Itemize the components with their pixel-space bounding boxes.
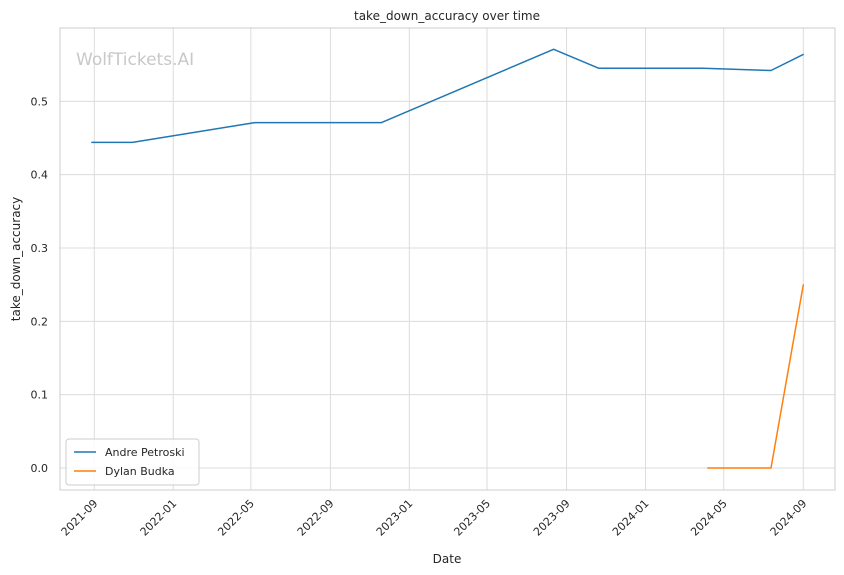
data-point-andre-petroski — [702, 67, 704, 69]
data-point-andre-petroski — [380, 122, 383, 124]
data-point-dylan-budka — [770, 467, 772, 469]
legend-label: Dylan Budka — [105, 465, 175, 478]
y-axis-label: take_down_accuracy — [9, 197, 23, 321]
y-tick-label: 0.4 — [31, 169, 49, 182]
plot-area: WolfTickets.AI — [59, 27, 836, 491]
data-point-dylan-budka — [802, 284, 804, 286]
x-tick-label: 2024-09 — [768, 497, 810, 539]
legend: Andre Petroski Dylan Budka — [65, 438, 200, 486]
x-tick-label: 2022-01 — [138, 497, 180, 539]
data-point-andre-petroski — [770, 69, 772, 72]
data-point-andre-petroski — [598, 67, 600, 69]
data-point-dylan-budka — [706, 467, 709, 469]
grid — [60, 28, 835, 490]
x-tick-label: 2023-09 — [531, 497, 573, 539]
data-point-andre-petroski — [254, 122, 256, 124]
y-tick-label: 0.0 — [31, 462, 49, 475]
series-line-dylan-budka — [707, 284, 805, 469]
data-point-andre-petroski — [802, 53, 804, 56]
plot-frame — [59, 27, 836, 491]
data-point-andre-petroski — [131, 141, 134, 143]
series-line-andre-petroski — [91, 48, 804, 144]
x-tick-label: 2023-05 — [451, 497, 493, 539]
x-tick-label: 2024-01 — [610, 497, 652, 539]
legend-label: Andre Petroski — [105, 446, 185, 459]
chart-title: take_down_accuracy over time — [354, 9, 540, 23]
watermark-text: WolfTickets.AI — [76, 50, 194, 70]
x-tick-label: 2023-01 — [374, 497, 416, 539]
y-axis-ticks: 0.0 0.1 0.2 0.3 0.4 0.5 — [31, 95, 49, 475]
series-lines — [91, 48, 805, 469]
data-point-andre-petroski — [91, 141, 93, 143]
y-tick-label: 0.5 — [31, 95, 49, 108]
x-axis-ticks: 2021-09 2022-01 2022-05 2022-09 2023-01 2023-… — [59, 497, 810, 539]
x-tick-label: 2022-05 — [215, 497, 257, 539]
x-tick-label: 2022-09 — [295, 497, 337, 539]
x-axis-label: Date — [433, 552, 462, 566]
legend-box — [65, 438, 200, 486]
x-tick-label: 2021-09 — [59, 497, 101, 539]
y-tick-label: 0.2 — [31, 315, 49, 328]
data-point-andre-petroski — [552, 48, 555, 50]
x-tick-label: 2024-05 — [688, 497, 730, 539]
y-tick-label: 0.3 — [31, 242, 49, 255]
y-tick-label: 0.1 — [31, 389, 49, 402]
